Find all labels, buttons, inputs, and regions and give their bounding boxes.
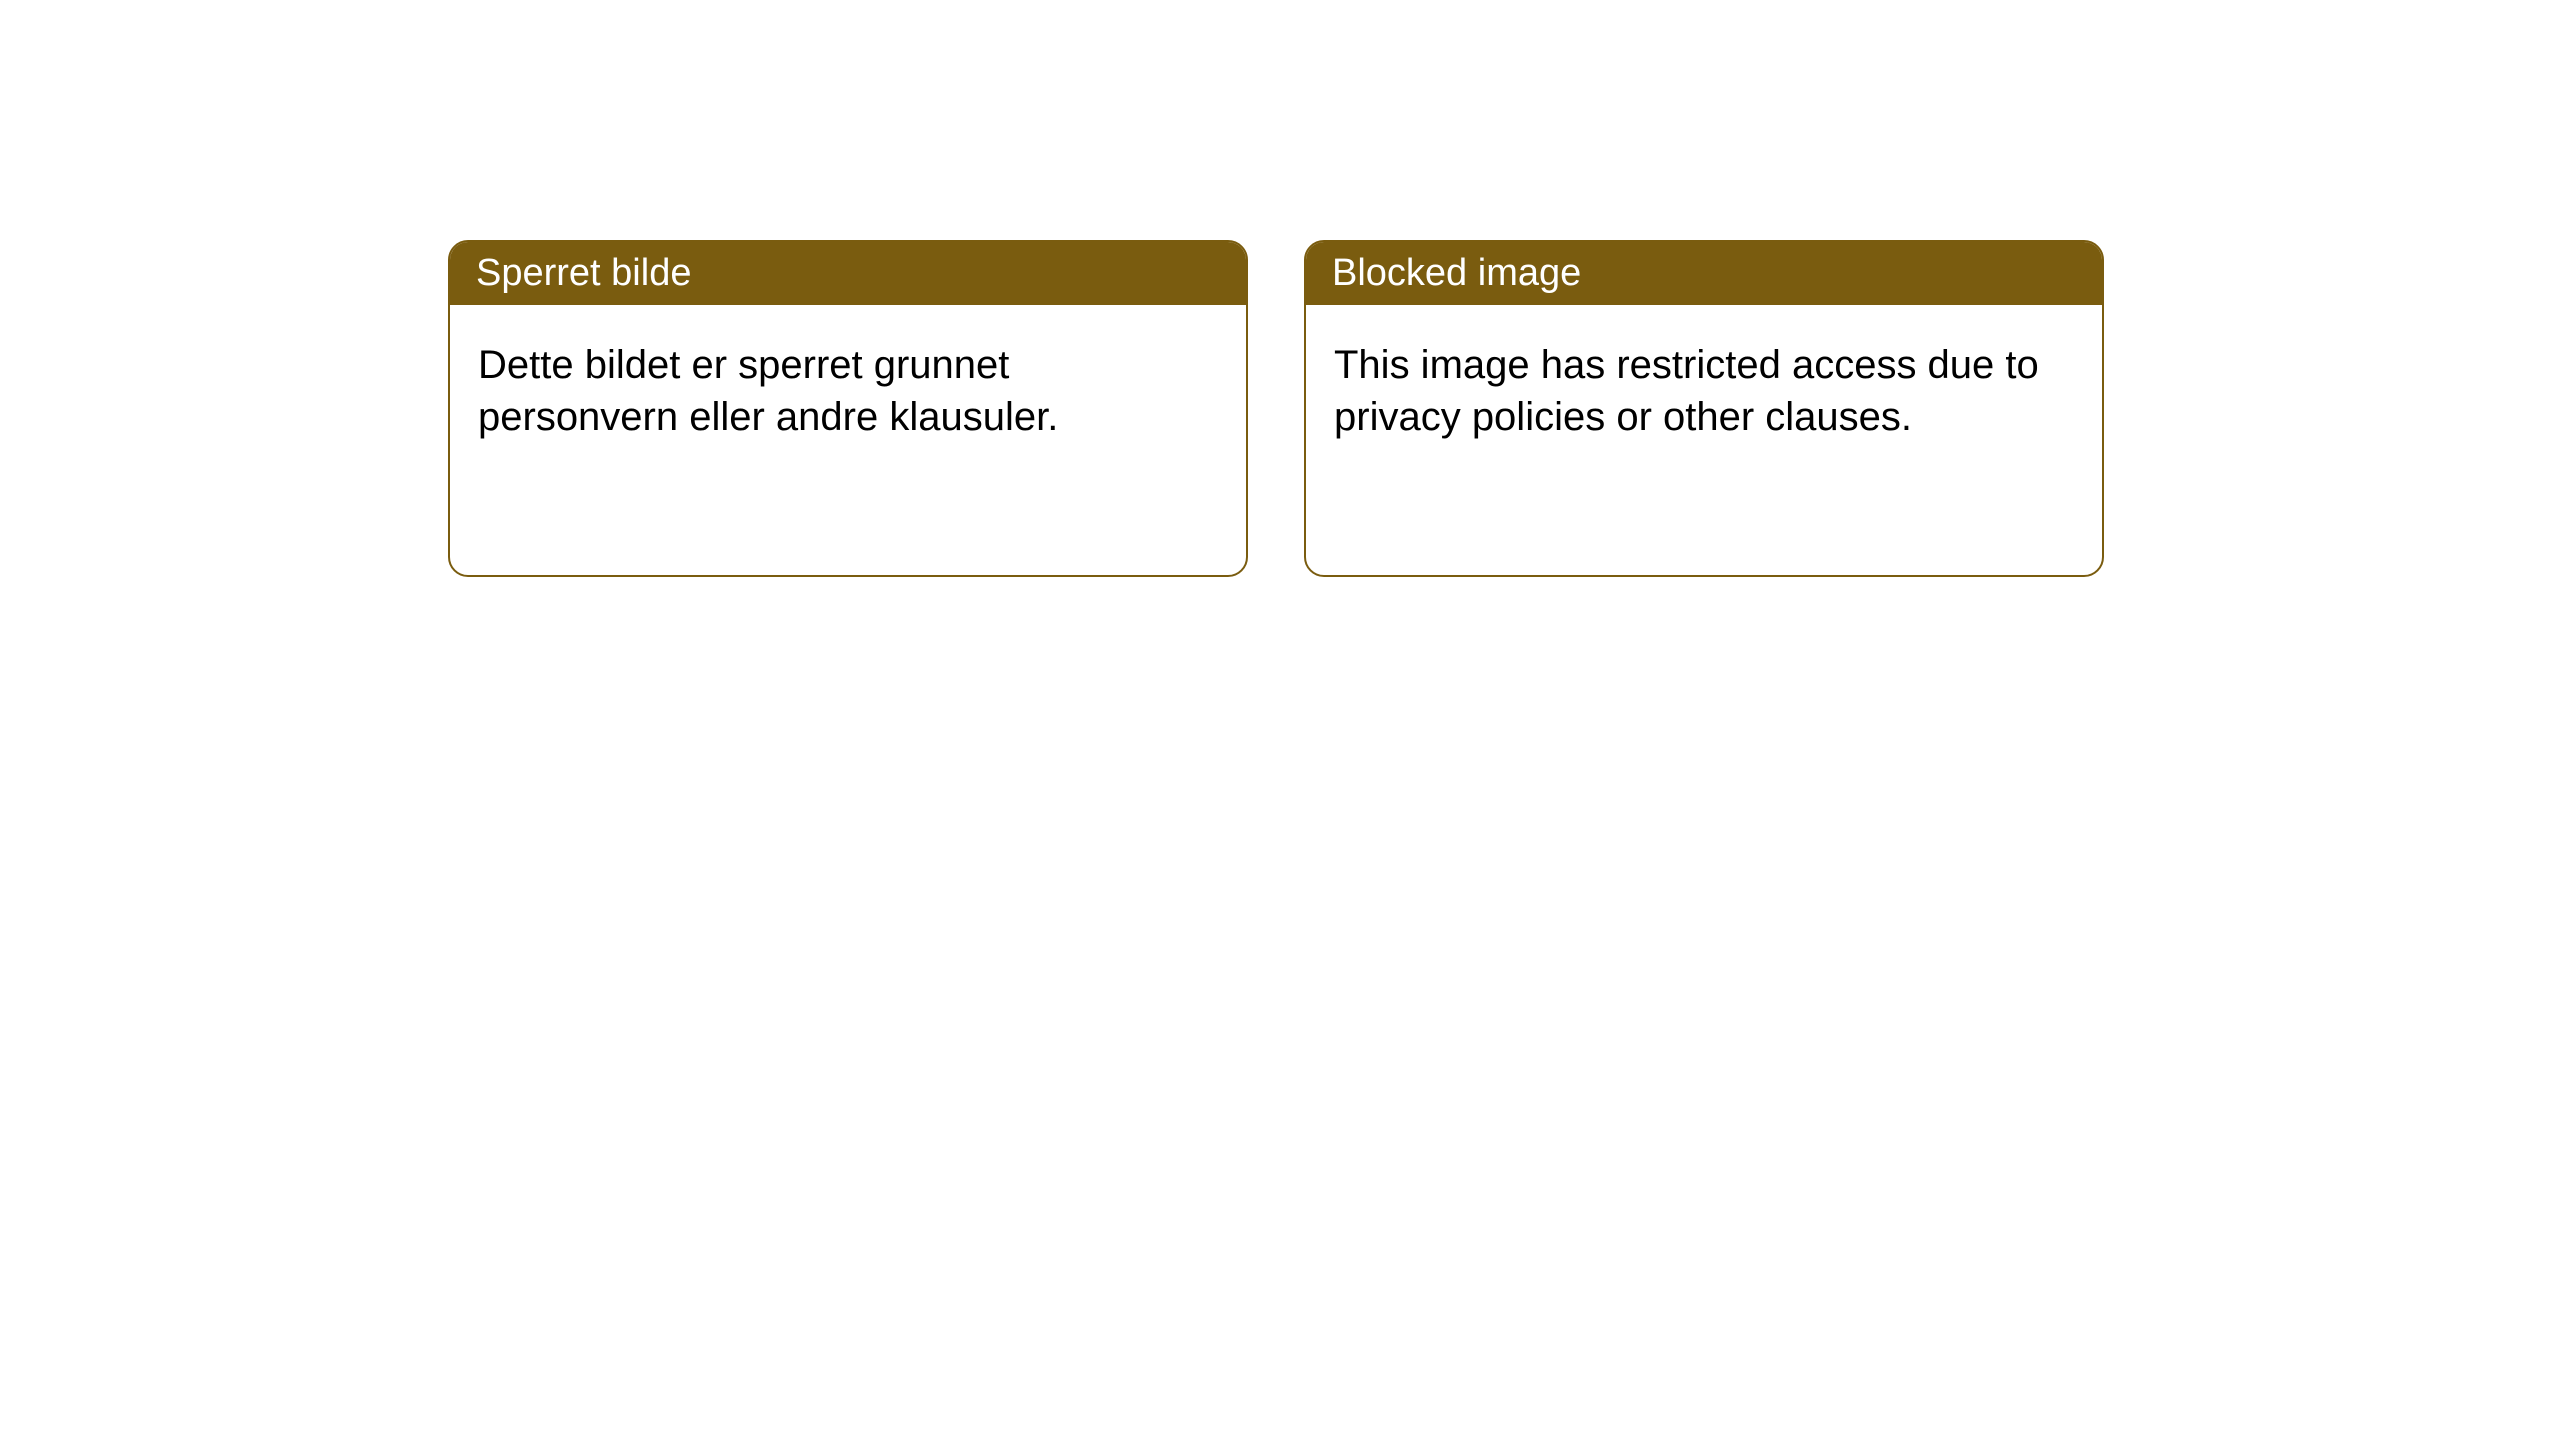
notice-header-text-no: Sperret bilde	[476, 252, 691, 294]
notice-body-en: This image has restricted access due to …	[1306, 305, 2102, 575]
notice-card-no: Sperret bilde Dette bildet er sperret gr…	[448, 240, 1248, 577]
notice-body-no: Dette bildet er sperret grunnet personve…	[450, 305, 1246, 575]
notice-body-text-en: This image has restricted access due to …	[1334, 339, 2074, 443]
notice-header-no: Sperret bilde	[450, 242, 1246, 305]
notice-header-en: Blocked image	[1306, 242, 2102, 305]
notice-header-text-en: Blocked image	[1332, 252, 1581, 294]
notice-body-text-no: Dette bildet er sperret grunnet personve…	[478, 339, 1218, 443]
notice-container: Sperret bilde Dette bildet er sperret gr…	[0, 0, 2560, 577]
notice-card-en: Blocked image This image has restricted …	[1304, 240, 2104, 577]
